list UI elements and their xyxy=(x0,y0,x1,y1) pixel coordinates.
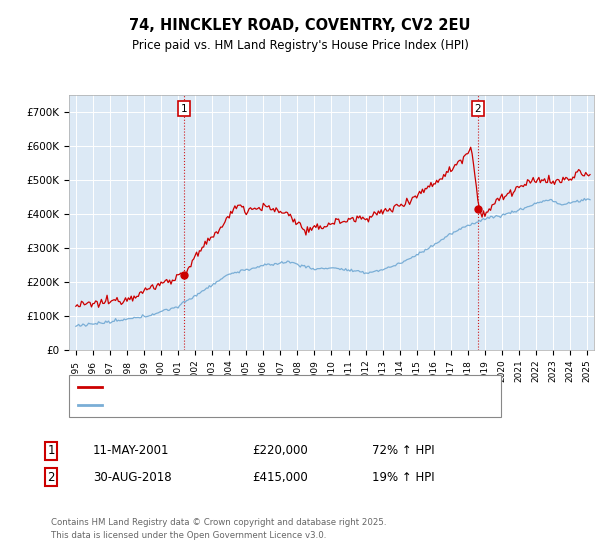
Text: 1: 1 xyxy=(47,444,55,458)
Text: 72% ↑ HPI: 72% ↑ HPI xyxy=(372,444,434,458)
Text: Price paid vs. HM Land Registry's House Price Index (HPI): Price paid vs. HM Land Registry's House … xyxy=(131,39,469,53)
Text: HPI: Average price, detached house, Coventry: HPI: Average price, detached house, Cove… xyxy=(108,400,349,410)
Text: £220,000: £220,000 xyxy=(252,444,308,458)
Text: 19% ↑ HPI: 19% ↑ HPI xyxy=(372,470,434,484)
Text: 30-AUG-2018: 30-AUG-2018 xyxy=(93,470,172,484)
Text: 74, HINCKLEY ROAD, COVENTRY, CV2 2EU (detached house): 74, HINCKLEY ROAD, COVENTRY, CV2 2EU (de… xyxy=(108,382,422,392)
Text: 11-MAY-2001: 11-MAY-2001 xyxy=(93,444,170,458)
Text: 1: 1 xyxy=(181,104,187,114)
Text: 2: 2 xyxy=(47,470,55,484)
Text: 74, HINCKLEY ROAD, COVENTRY, CV2 2EU: 74, HINCKLEY ROAD, COVENTRY, CV2 2EU xyxy=(129,18,471,32)
Text: Contains HM Land Registry data © Crown copyright and database right 2025.
This d: Contains HM Land Registry data © Crown c… xyxy=(51,518,386,540)
Text: £415,000: £415,000 xyxy=(252,470,308,484)
Text: 2: 2 xyxy=(475,104,481,114)
